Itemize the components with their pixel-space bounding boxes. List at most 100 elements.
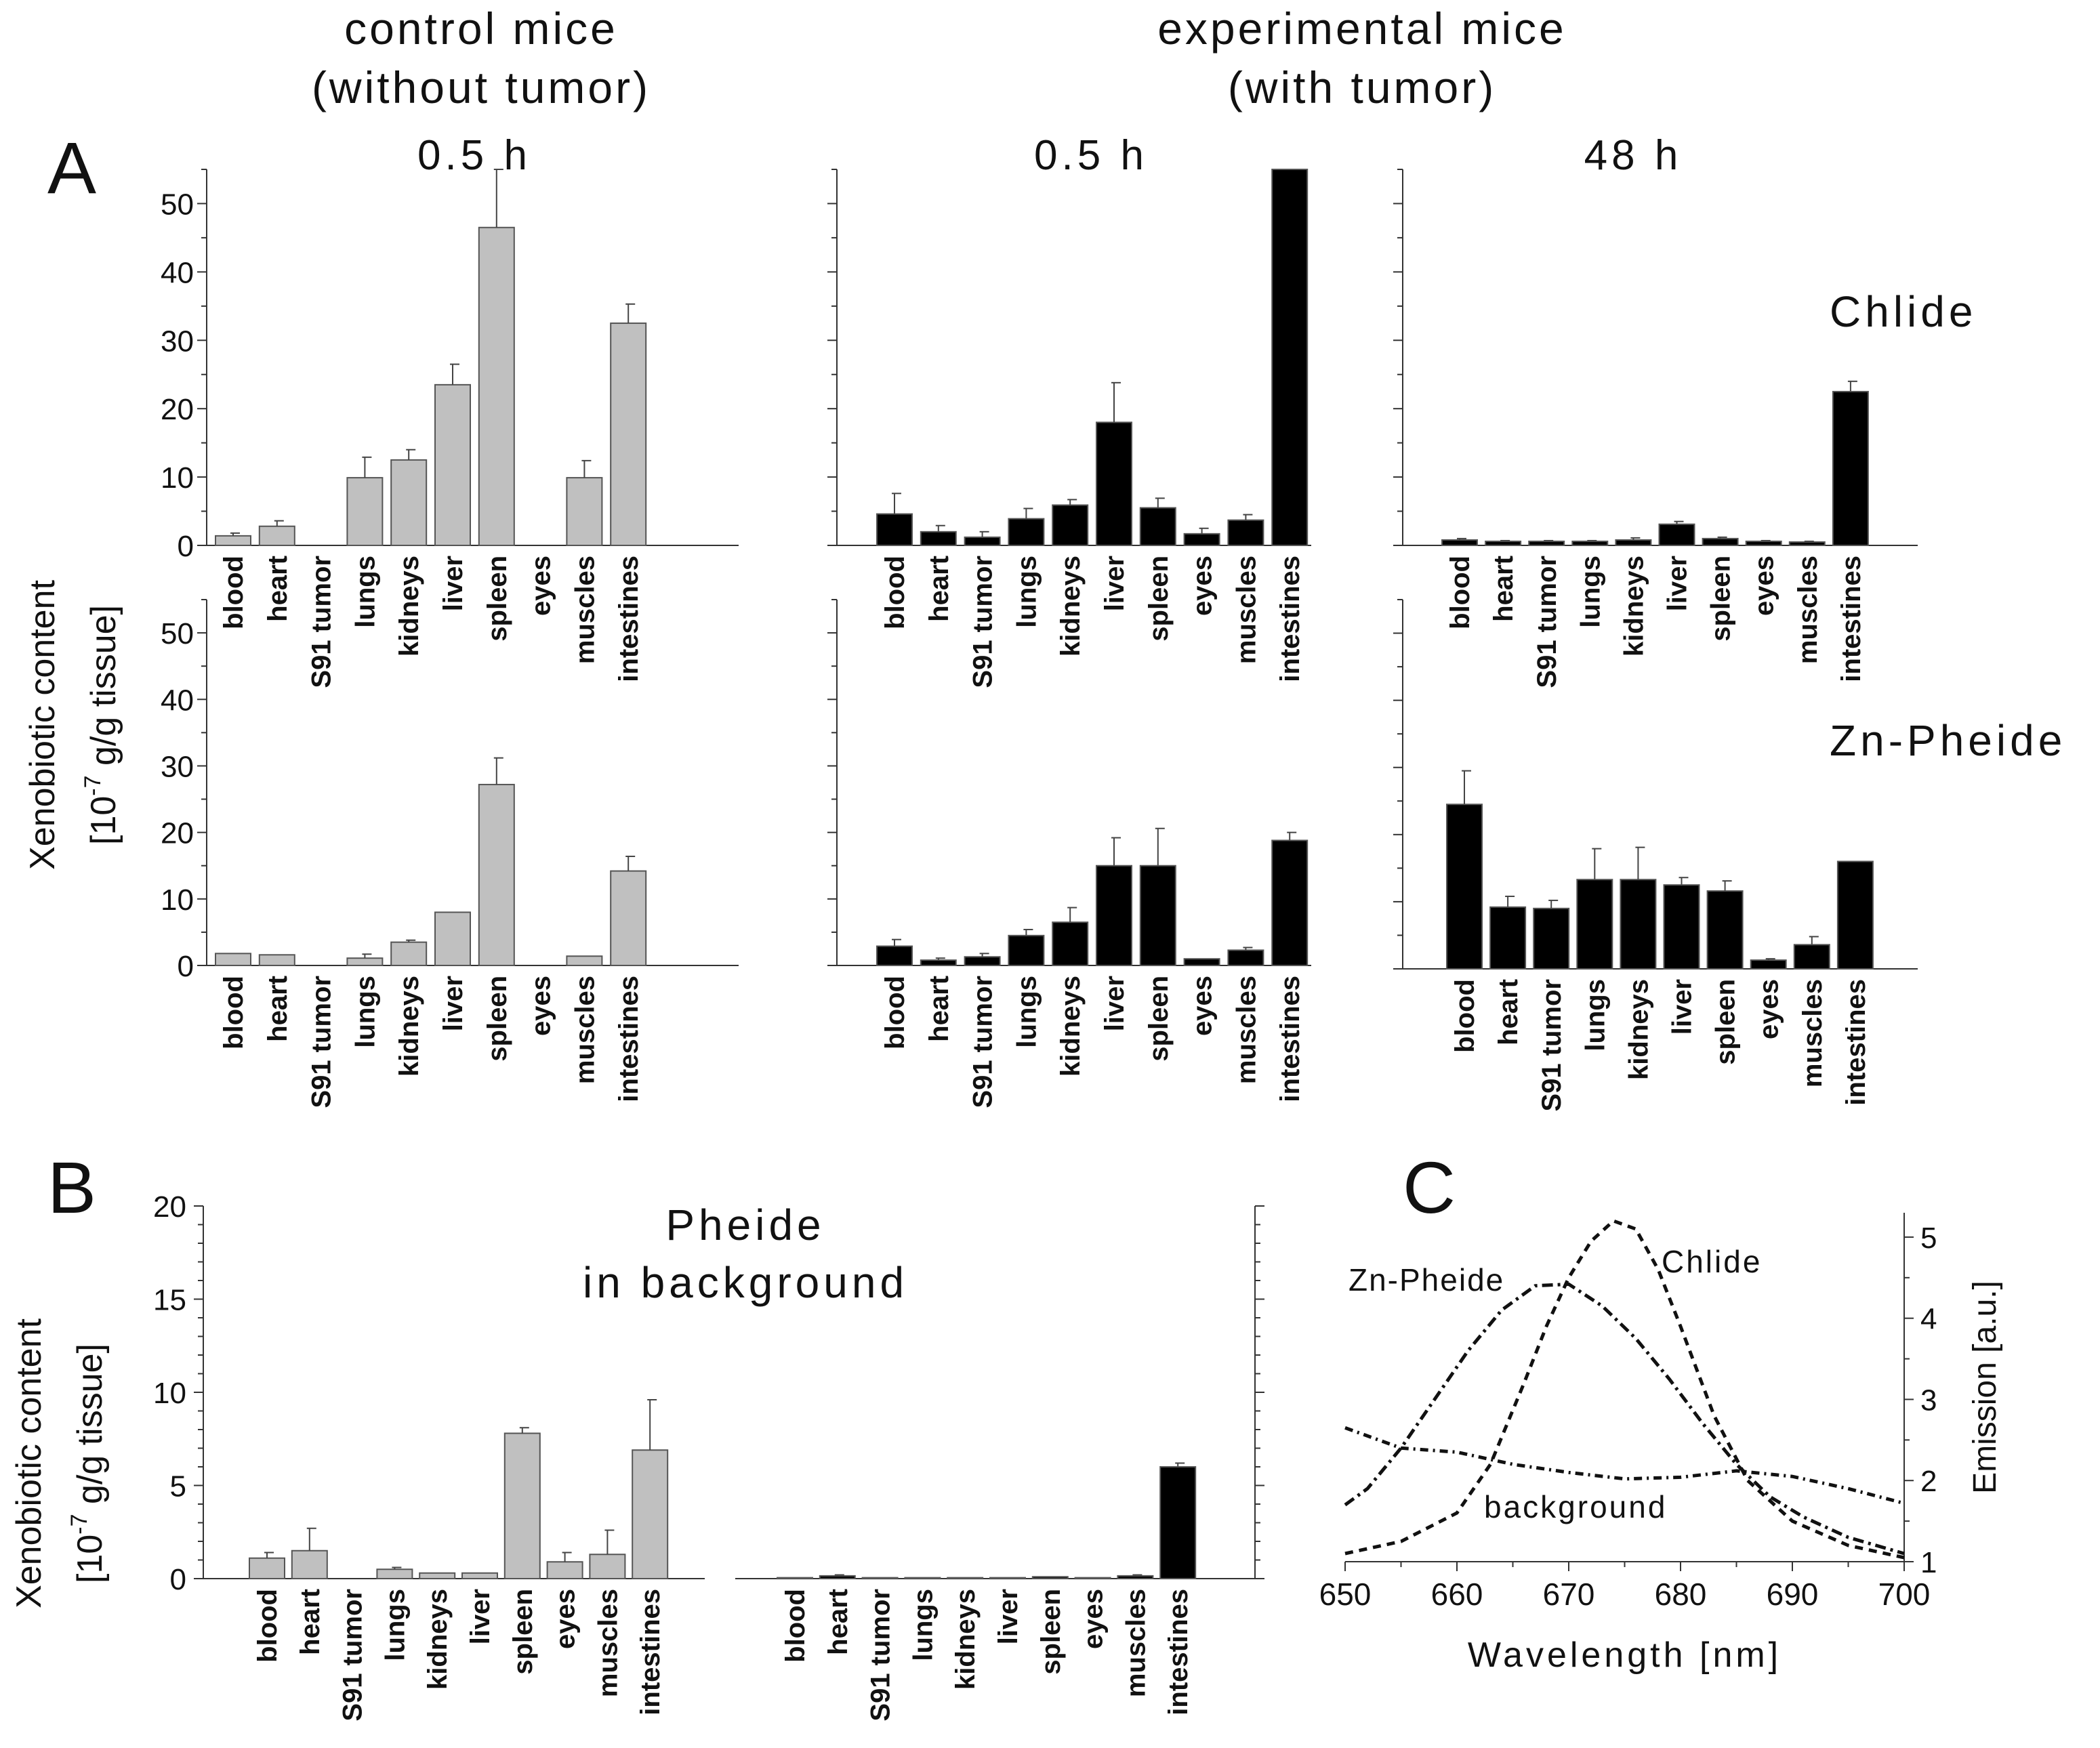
bar-kidneys — [390, 941, 428, 966]
bar-lungs — [346, 957, 384, 966]
label-chlide: Chlide — [1830, 287, 1977, 336]
category-label: liver — [438, 976, 468, 1031]
bar-lungs — [904, 1577, 941, 1580]
bar-lungs — [346, 477, 384, 546]
ylabel-a-line1: Xenobiotic content — [23, 580, 62, 870]
bar-heart — [1485, 540, 1522, 546]
category-label: spleen — [508, 1589, 538, 1675]
time-label-exp-early: 0.5 h — [1034, 132, 1148, 179]
category-label: intestines — [1275, 556, 1305, 682]
y-tick-label: 10 — [161, 461, 194, 495]
label-pheide-line1: Pheide — [665, 1201, 825, 1249]
bar-intestines — [1836, 860, 1874, 970]
bar-heart — [291, 1549, 328, 1579]
chart-pheide_experimental: blood heart S91 tumor lungs kidneys liver sple… — [735, 1205, 1264, 1722]
bar-eyes — [1074, 1577, 1111, 1580]
category-label: spleen — [1711, 979, 1741, 1065]
category-label: spleen — [482, 976, 512, 1062]
category-label: eyes — [1754, 979, 1784, 1039]
bar-spleen — [503, 1432, 541, 1579]
category-label: lungs — [1576, 556, 1605, 628]
category-label: intestines — [1275, 976, 1305, 1102]
bar-lungs — [1008, 518, 1045, 546]
label-pheide-line2: in background — [583, 1258, 908, 1307]
category-label: S91 tumor — [1532, 556, 1562, 688]
bar-kidneys — [1615, 539, 1652, 546]
bar-liver — [1096, 865, 1132, 967]
bar-spleen — [1139, 507, 1176, 546]
y-tick-label: 40 — [161, 684, 194, 717]
bar-heart — [258, 525, 295, 547]
y-tick-label: 30 — [161, 750, 194, 783]
ylabel-b-line1: Xenobiotic content — [9, 1318, 49, 1608]
bar-intestines — [1159, 1466, 1197, 1579]
category-label: eyes — [527, 976, 556, 1036]
category-label: intestines — [614, 976, 644, 1102]
bar-kidneys — [1052, 504, 1089, 546]
chart-pheide_control: 0 5 10 15 20 blood heart S91 tumor lungs kidneys l… — [153, 1190, 705, 1722]
x-axis-title: Wavelength [nm] — [1468, 1636, 1782, 1675]
bar-liver — [434, 383, 471, 547]
header-experimental-line2: (with tumor) — [1228, 62, 1496, 112]
bar-blood — [777, 1577, 813, 1580]
category-label: lungs — [350, 556, 380, 628]
bar-blood — [876, 513, 913, 547]
category-label: blood — [219, 976, 249, 1049]
y-tick-label: 20 — [161, 393, 194, 426]
y-tick-label: 20 — [153, 1190, 186, 1224]
bar-liver — [1658, 523, 1695, 547]
bar-spleen — [478, 226, 515, 546]
bar-heart — [920, 959, 957, 967]
y-tick-label: 2 — [1920, 1465, 1937, 1498]
category-label: spleen — [1036, 1589, 1066, 1675]
category-label: S91 tumor — [968, 556, 998, 688]
bar-spleen — [1706, 890, 1744, 970]
category-label: eyes — [1079, 1589, 1109, 1649]
category-label: heart — [295, 1589, 325, 1655]
category-label: lungs — [380, 1589, 410, 1661]
category-label: muscles — [1798, 979, 1828, 1087]
category-label: heart — [1494, 979, 1523, 1045]
category-label: heart — [263, 556, 293, 622]
y-tick-label: 0 — [178, 950, 194, 983]
bar-intestines — [1271, 169, 1309, 546]
bar-intestines — [1832, 390, 1869, 546]
category-label: kidneys — [1056, 556, 1086, 657]
category-label: blood — [880, 976, 910, 1049]
category-label: blood — [219, 556, 249, 629]
category-label: muscles — [570, 556, 600, 664]
bar-blood — [215, 535, 251, 547]
chart-znpheide_control_0_5h: 0 10 20 30 40 50 blood heart S91 tumor lungs kidne… — [161, 599, 739, 1108]
category-label: kidneys — [1619, 556, 1649, 657]
y-tick-label: 50 — [161, 617, 194, 650]
category-label: heart — [924, 976, 954, 1042]
bar-muscles — [566, 477, 603, 546]
category-label: liver — [993, 1589, 1023, 1644]
bar-liver — [1663, 884, 1700, 970]
category-label: heart — [924, 556, 954, 622]
bar-spleen — [1139, 865, 1176, 967]
bar-s91-tumor — [1528, 540, 1565, 546]
bar-muscles — [1227, 519, 1264, 546]
bar-spleen — [478, 783, 515, 966]
category-label: spleen — [1144, 556, 1174, 642]
category-label: blood — [880, 556, 910, 629]
y-axis-title: Emission [a.u.] — [1967, 1281, 2003, 1494]
y-tick-label: 1 — [1920, 1546, 1937, 1579]
annotation-background: background — [1484, 1489, 1667, 1524]
bar-lungs — [1008, 934, 1045, 967]
time-label-control: 0.5 h — [417, 132, 531, 179]
category-label: kidneys — [1056, 976, 1086, 1077]
ylabel-a-pre: [10 — [84, 796, 123, 845]
bar-muscles — [1117, 1575, 1154, 1579]
category-label: eyes — [1188, 556, 1218, 616]
bar-muscles — [1793, 944, 1830, 970]
y-tick-label: 0 — [178, 530, 194, 563]
category-label: muscles — [1121, 1589, 1151, 1697]
category-label: intestines — [1164, 1589, 1193, 1715]
annotation-chlide: Chlide — [1662, 1244, 1762, 1279]
bar-kidneys — [1052, 921, 1089, 966]
chart-chlide_exp_48h: blood heart S91 tumor lungs kidneys liver sple… — [1393, 169, 1918, 688]
